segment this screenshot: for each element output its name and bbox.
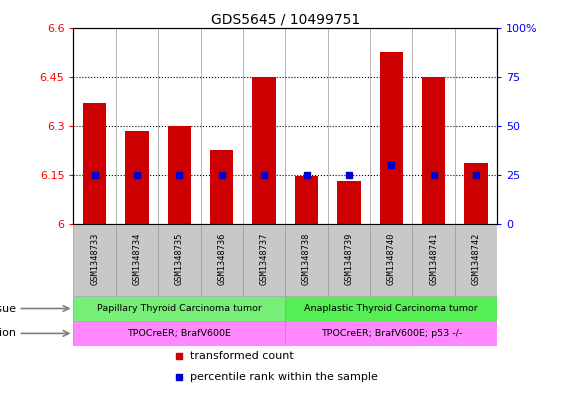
Bar [380, 52, 403, 224]
Bar [73, 296, 285, 321]
Point [471, 172, 480, 178]
Point [259, 172, 269, 178]
Bar [285, 224, 328, 296]
Bar [243, 224, 285, 296]
Bar [168, 126, 191, 224]
Text: GSM1348736: GSM1348736 [218, 232, 226, 285]
Point [302, 172, 311, 178]
Bar [125, 131, 149, 224]
Point [386, 162, 396, 168]
Point [175, 353, 184, 359]
Bar [73, 321, 285, 346]
Text: tissue: tissue [0, 303, 16, 314]
Bar [73, 224, 116, 296]
Text: GSM1348739: GSM1348739 [345, 232, 353, 285]
Point [429, 172, 438, 178]
Text: GSM1348735: GSM1348735 [175, 232, 184, 285]
Bar [83, 103, 106, 224]
Point [175, 172, 184, 178]
Text: TPOCreER; BrafV600E: TPOCreER; BrafV600E [128, 329, 231, 338]
Point [90, 172, 99, 178]
Text: GSM1348742: GSM1348742 [472, 232, 480, 285]
Bar [285, 321, 497, 346]
Bar [412, 224, 455, 296]
Title: GDS5645 / 10499751: GDS5645 / 10499751 [211, 12, 360, 26]
Bar [158, 224, 201, 296]
Text: GSM1348740: GSM1348740 [387, 232, 396, 285]
Bar [201, 224, 243, 296]
Bar [285, 296, 497, 321]
Bar [210, 151, 233, 224]
Text: Anaplastic Thyroid Carcinoma tumor: Anaplastic Thyroid Carcinoma tumor [305, 304, 478, 313]
Bar [464, 163, 488, 224]
Bar [455, 224, 497, 296]
Text: GSM1348738: GSM1348738 [302, 232, 311, 285]
Text: Papillary Thyroid Carcinoma tumor: Papillary Thyroid Carcinoma tumor [97, 304, 262, 313]
Point [132, 172, 141, 178]
Text: GSM1348737: GSM1348737 [260, 232, 268, 285]
Text: GSM1348741: GSM1348741 [429, 232, 438, 285]
Text: percentile rank within the sample: percentile rank within the sample [190, 372, 378, 382]
Text: GSM1348733: GSM1348733 [90, 232, 99, 285]
Bar [253, 77, 276, 224]
Text: transformed count: transformed count [190, 351, 294, 361]
Bar [370, 224, 412, 296]
Text: TPOCreER; BrafV600E; p53 -/-: TPOCreER; BrafV600E; p53 -/- [321, 329, 462, 338]
Point [217, 172, 226, 178]
Bar [295, 176, 318, 224]
Text: GSM1348734: GSM1348734 [133, 232, 141, 285]
Bar [328, 224, 370, 296]
Point [175, 374, 184, 380]
Bar [422, 77, 445, 224]
Bar [337, 181, 360, 224]
Bar [116, 224, 158, 296]
Text: genotype/variation: genotype/variation [0, 329, 16, 338]
Point [344, 172, 354, 178]
